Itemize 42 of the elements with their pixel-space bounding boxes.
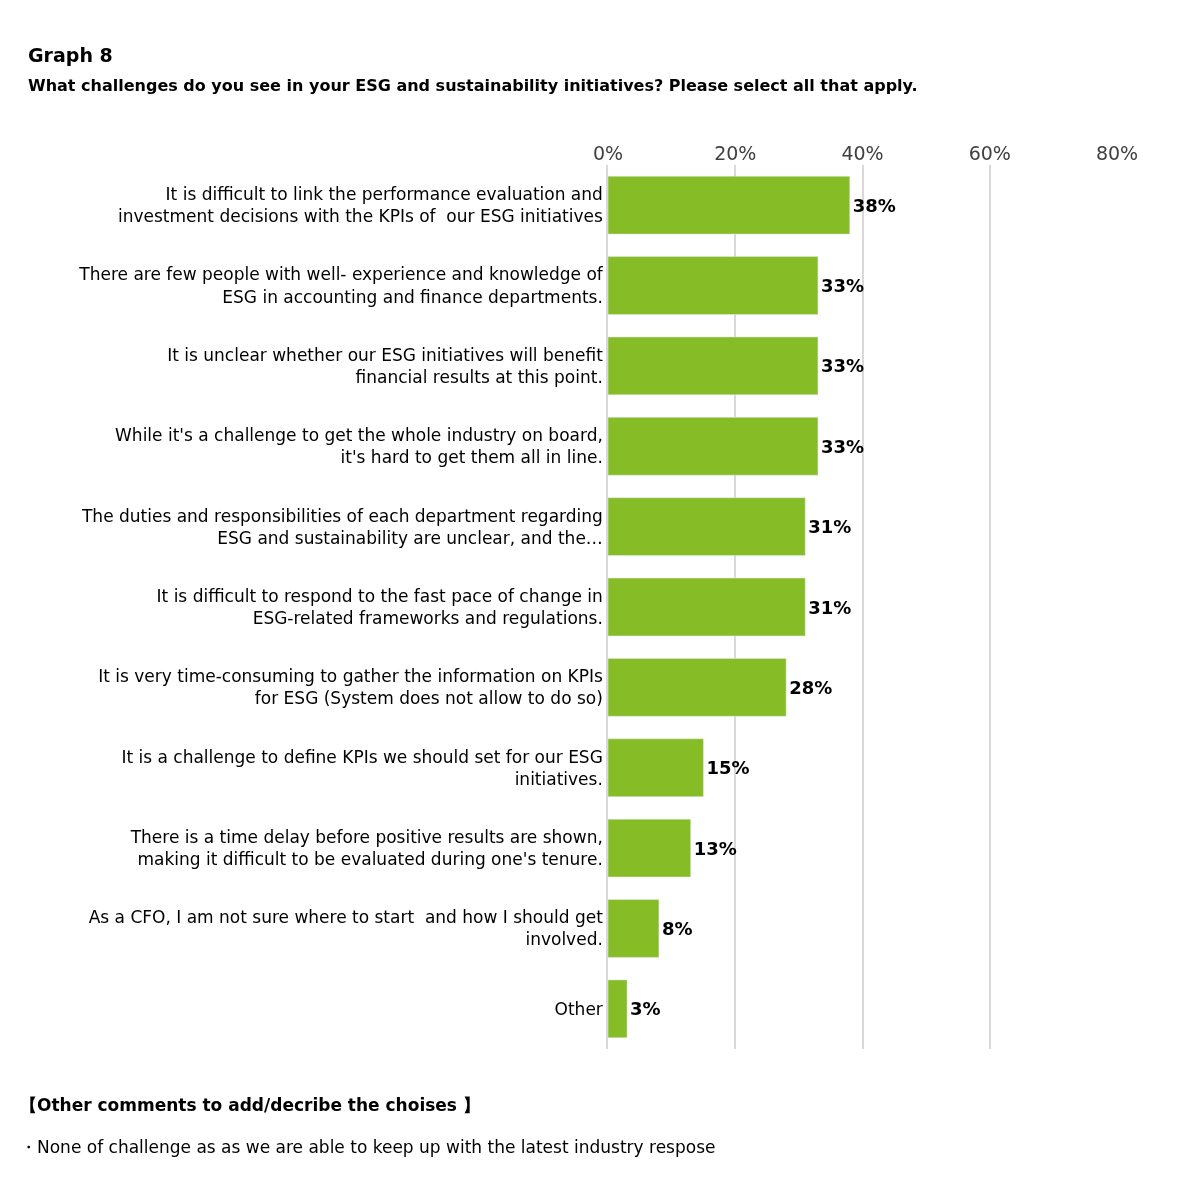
x-tick-label: 20% — [714, 142, 757, 165]
y-tick-label: While it's a challenge to get the whole industry on board, it's hard to get them all in line. — [115, 425, 603, 468]
y-tick-label: It is a challenge to define KPIs we should set for our ESG initiatives. — [121, 746, 603, 789]
y-tick-label: The duties and responsibilities of each department regarding ESG and sustainability are unclear, and the… — [80, 505, 603, 548]
data-label: 38% — [852, 194, 896, 216]
bar — [608, 577, 806, 637]
text: ・None of challenge as as we are able to keep up with the latest industry respose — [20, 1137, 716, 1157]
bar — [608, 176, 851, 235]
data-label: 31% — [808, 516, 852, 538]
bar — [608, 497, 806, 556]
bar — [608, 818, 691, 878]
data-label: 8% — [661, 917, 693, 939]
data-label: 33% — [820, 355, 865, 377]
x-tick-label: 60% — [968, 142, 1011, 165]
y-tick-label: There are few people with well- experience and knowledge of ESG in accounting and finance departments. — [78, 264, 604, 307]
bar — [608, 256, 819, 315]
bar — [608, 417, 819, 476]
y-tick-label: It is difficult to link the performance evaluation and investment decisions with the KPIs of our ESG initiatives — [117, 184, 603, 227]
text: Graph 8 — [28, 44, 113, 66]
y-tick-label: Other — [554, 998, 603, 1019]
bar — [608, 979, 628, 1038]
bar — [608, 336, 819, 396]
data-label: 33% — [820, 275, 865, 297]
y-tick-label: As a CFO, I am not sure where to start and how I should get involved. — [88, 907, 604, 950]
bar — [608, 738, 704, 797]
data-label: 3% — [630, 998, 661, 1020]
data-label: 28% — [789, 676, 833, 698]
text: 【Other comments to add/decribe the choises 】 — [20, 1095, 480, 1115]
data-label: 13% — [693, 837, 737, 859]
x-tick-label: 0% — [592, 142, 624, 165]
x-tick-label: 40% — [841, 142, 884, 165]
y-tick-label: It is difficult to respond to the fast pace of change in ESG-related frameworks and regulations. — [156, 585, 603, 628]
x-tick-label: 80% — [1095, 142, 1139, 165]
text: What challenges do you see in your ESG and sustainability initiatives? Please select all that apply. — [28, 76, 918, 95]
data-label: 33% — [820, 435, 865, 457]
y-tick-label: It is unclear whether our ESG initiatives will benefit financial results at this point. — [167, 344, 604, 387]
data-label: 31% — [808, 596, 852, 618]
y-tick-label: There is a time delay before positive results are shown, making it difficult to be evaluated during one's tenure. — [129, 826, 603, 870]
bar — [608, 899, 660, 958]
y-tick-label: It is very time-consuming to gather the information on KPIs for ESG (System does not allow to do so) — [98, 666, 603, 709]
bar — [608, 658, 787, 717]
data-label: 15% — [706, 757, 750, 779]
